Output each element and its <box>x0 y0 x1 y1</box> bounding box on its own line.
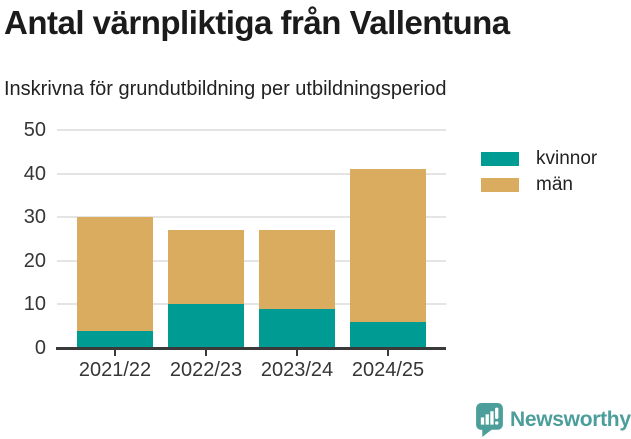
gridline-y-50 <box>57 129 446 131</box>
newsworthy-wordmark: Newsworthy <box>510 408 631 431</box>
legend-label-kvinnor: kvinnor <box>536 148 598 169</box>
legend-swatch-män <box>481 178 519 192</box>
y-tick-label-20: 20 <box>23 249 46 272</box>
gridline-y-40 <box>57 172 446 175</box>
x-axis-tick-2022/23 <box>205 350 207 356</box>
bar-segment-kvinnor-2023/24 <box>259 308 335 348</box>
gridline-y-30 <box>57 216 446 219</box>
chart-subtitle: Inskrivna för grundutbildning per utbild… <box>4 78 447 100</box>
bar-segment-män-2022/23 <box>168 230 244 305</box>
gridline-y-10 <box>57 303 446 306</box>
x-tick-label-2023/24: 2023/24 <box>260 359 334 381</box>
bar-segment-kvinnor-2021/22 <box>77 330 153 348</box>
bar-segment-män-2021/22 <box>77 217 153 331</box>
bar-segment-män-2024/25 <box>350 169 426 322</box>
x-axis-tick-2024/25 <box>387 350 389 356</box>
legend-swatch-kvinnor <box>481 152 519 166</box>
gridline-y-20 <box>57 259 446 262</box>
x-tick-label-2021/22: 2021/22 <box>78 359 152 381</box>
bar-segment-kvinnor-2024/25 <box>350 321 426 348</box>
y-tick-label-10: 10 <box>23 293 46 316</box>
x-axis-line <box>56 347 446 350</box>
newsworthy-icon <box>476 403 503 437</box>
y-tick-label-0: 0 <box>34 337 46 359</box>
legend-label-män: män <box>536 174 573 195</box>
x-axis-tick-2021/22 <box>114 350 116 356</box>
x-tick-label-2024/25: 2024/25 <box>351 359 425 381</box>
x-tick-label-2022/23: 2022/23 <box>169 359 243 381</box>
chart-title: Antal värnpliktiga från Vallentuna <box>4 4 510 41</box>
x-axis-tick-2023/24 <box>296 350 298 356</box>
y-tick-label-30: 30 <box>23 206 46 229</box>
newsworthy-logo[interactable]: Newsworthy <box>476 403 631 437</box>
bar-segment-kvinnor-2022/23 <box>168 304 244 348</box>
bar-segment-män-2023/24 <box>259 230 335 309</box>
y-tick-label-40: 40 <box>23 162 46 185</box>
y-tick-label-50: 50 <box>23 119 46 141</box>
